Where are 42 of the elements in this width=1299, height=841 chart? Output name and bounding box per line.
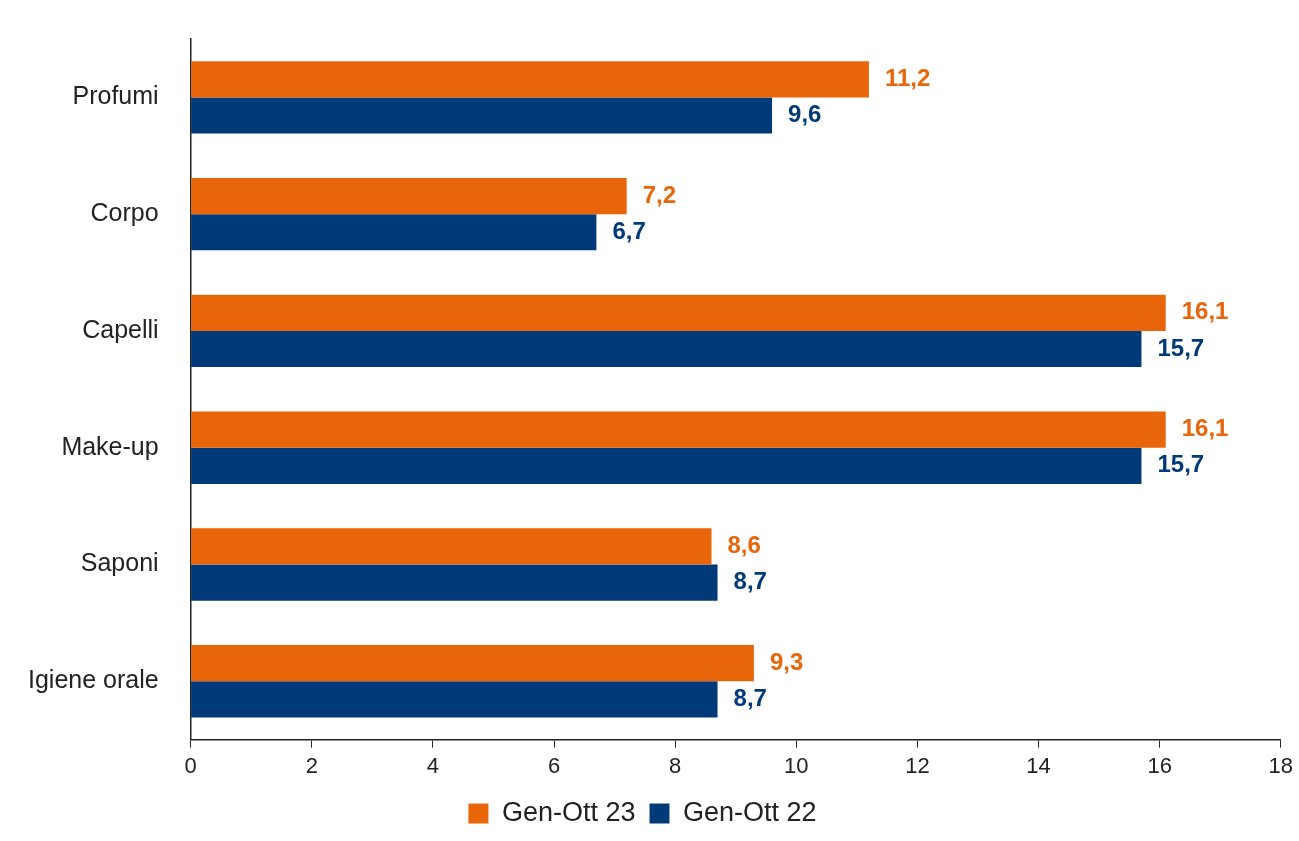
bar bbox=[191, 528, 712, 565]
bar bbox=[191, 330, 1142, 368]
x-tick-label: 0 bbox=[184, 752, 197, 778]
bar bbox=[191, 61, 869, 98]
data-label: 15,7 bbox=[1157, 450, 1205, 478]
x-tick-label: 12 bbox=[905, 752, 930, 778]
legend-label: Gen-Ott 22 bbox=[683, 796, 817, 827]
x-tick-label: 2 bbox=[305, 752, 318, 778]
y-tick-label: Capelli bbox=[82, 314, 159, 343]
x-tick-label: 16 bbox=[1147, 752, 1172, 778]
data-label: 8,6 bbox=[727, 530, 761, 558]
bar bbox=[191, 645, 754, 682]
data-label: 15,7 bbox=[1157, 333, 1205, 361]
data-label: 16,1 bbox=[1181, 414, 1229, 442]
data-label: 8,7 bbox=[733, 683, 767, 711]
x-tick-label: 8 bbox=[669, 752, 682, 778]
bar bbox=[191, 411, 1166, 448]
bar bbox=[191, 681, 718, 718]
x-tick-label: 6 bbox=[547, 752, 561, 778]
x-tick-label: 14 bbox=[1026, 752, 1051, 778]
y-tick-label: Corpo bbox=[90, 198, 159, 227]
bar bbox=[191, 294, 1166, 331]
bar bbox=[191, 564, 718, 601]
y-tick-label: Igiene orale bbox=[28, 665, 159, 694]
x-tick-label: 10 bbox=[784, 752, 809, 778]
data-label: 7,2 bbox=[642, 180, 677, 208]
bar bbox=[191, 97, 773, 134]
bar bbox=[191, 447, 1142, 484]
x-tick-label: 4 bbox=[426, 752, 440, 778]
data-label: 9,6 bbox=[788, 100, 822, 128]
data-label: 8,7 bbox=[733, 567, 767, 595]
y-tick-label: Profumi bbox=[72, 81, 159, 110]
data-label: 9,3 bbox=[769, 647, 804, 675]
y-tick-label: Saponi bbox=[80, 548, 159, 577]
data-label: 16,1 bbox=[1181, 297, 1229, 325]
bar bbox=[191, 214, 597, 251]
data-label: 6,7 bbox=[612, 216, 646, 244]
legend-label: Gen-Ott 23 bbox=[501, 796, 636, 827]
data-label: 11,2 bbox=[884, 63, 931, 91]
bar bbox=[191, 177, 627, 215]
x-tick-label: 18 bbox=[1268, 752, 1294, 778]
y-tick-label: Make-up bbox=[61, 431, 159, 460]
